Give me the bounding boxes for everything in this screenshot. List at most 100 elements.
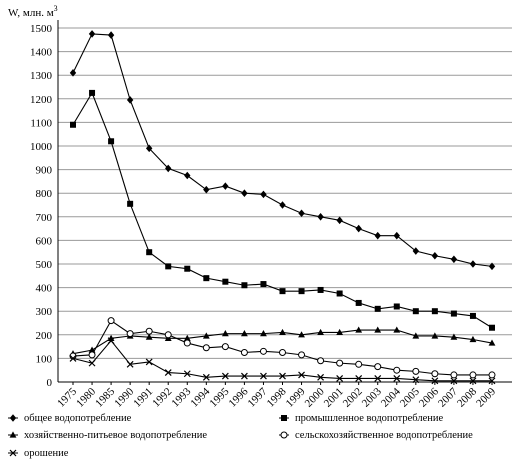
legend-label: промышленное водопотребление — [295, 413, 444, 424]
data-point-x — [393, 375, 401, 382]
data-point-diamond — [336, 216, 343, 225]
y-tick-label: 800 — [36, 188, 53, 200]
data-point-x — [126, 360, 134, 368]
data-point-x — [374, 375, 382, 382]
data-point-diamond — [279, 201, 286, 209]
data-point-x-stroke — [279, 372, 286, 380]
x-tick-label: 2003 — [360, 385, 384, 409]
data-point-x — [183, 370, 191, 378]
y-tick-label: 1100 — [30, 117, 52, 129]
y-axis-label-superscript: 3 — [54, 4, 58, 13]
data-point-diamond — [393, 231, 400, 240]
x-tick-label: 1999 — [284, 385, 308, 409]
y-tick-label: 1500 — [30, 23, 53, 35]
legend-label: сельскохозяйственное водопотребление — [295, 430, 473, 441]
x-tick-label: 1996 — [226, 385, 250, 409]
data-point-x — [450, 377, 458, 385]
data-point-diamond — [184, 171, 191, 180]
data-point-diamond — [203, 185, 210, 194]
x-tick-label: 1985 — [93, 385, 117, 409]
y-tick-label: 500 — [36, 259, 53, 271]
data-point-x-stroke — [164, 369, 172, 376]
x-tick-label: 1993 — [169, 385, 193, 409]
data-point-square — [393, 303, 400, 310]
data-point-square — [165, 263, 172, 270]
data-point-triangle — [355, 326, 363, 333]
series-5 — [69, 337, 496, 385]
data-point-square — [241, 282, 248, 289]
data-point-square — [146, 249, 153, 256]
data-point-triangle — [298, 331, 305, 338]
data-point-circle — [88, 351, 96, 359]
y-axis-label-text: W, млн. м — [8, 7, 54, 19]
legend-item: орошение — [8, 448, 69, 459]
data-point-circle — [355, 360, 363, 368]
gridlines — [58, 27, 512, 359]
data-point-x-stroke — [69, 354, 77, 362]
data-point-x — [488, 377, 496, 385]
data-point-diamond — [355, 224, 362, 233]
data-point-x — [240, 372, 248, 380]
data-point-circle — [202, 344, 210, 352]
data-point-square — [412, 308, 419, 315]
data-point-triangle — [145, 333, 153, 340]
data-point-triangle — [9, 431, 17, 438]
data-point-x — [412, 376, 420, 384]
data-point-circle — [164, 331, 172, 339]
data-point-square — [70, 121, 76, 128]
y-tick-label: 1000 — [30, 141, 53, 153]
series-line — [72, 339, 492, 382]
data-point-x — [164, 369, 172, 376]
data-point-triangle — [412, 332, 420, 339]
data-point-x-stroke — [298, 371, 305, 379]
data-point-x — [431, 377, 439, 385]
data-point-square — [89, 89, 96, 96]
data-point-x-stroke — [393, 375, 401, 382]
data-point-square — [374, 305, 381, 312]
data-point-triangle — [260, 330, 267, 337]
data-point-diamond — [145, 144, 153, 153]
data-point-diamond — [107, 31, 115, 39]
data-point-x — [88, 359, 96, 367]
data-point-circle — [145, 327, 153, 335]
data-point-diamond — [412, 247, 420, 255]
y-tick-label: 200 — [36, 330, 53, 342]
data-point-x-stroke — [355, 375, 363, 382]
data-point-triangle — [374, 326, 382, 333]
data-point-circle — [183, 339, 191, 347]
data-point-x-stroke — [202, 373, 210, 381]
x-axis-ticks: 1975198019851990199119921993199419951996… — [55, 382, 498, 410]
data-point-square — [317, 286, 324, 293]
data-point-x-stroke — [221, 372, 229, 380]
y-tick-label: 300 — [36, 306, 53, 318]
x-tick-label: 2001 — [322, 386, 346, 410]
data-point-square — [108, 138, 115, 145]
data-point-triangle — [469, 335, 477, 343]
legend-label: орошение — [24, 448, 69, 459]
y-tick-label: 900 — [36, 165, 53, 177]
data-point-diamond — [9, 414, 17, 422]
data-point-x-stroke — [88, 359, 96, 367]
data-point-triangle — [202, 332, 210, 339]
axes — [57, 20, 512, 383]
data-point-diamond — [260, 190, 267, 199]
data-point-diamond — [241, 189, 248, 197]
y-axis-label: W, млн. м3 — [8, 4, 58, 19]
data-point-x-stroke — [126, 360, 134, 368]
data-point-x-stroke — [9, 449, 17, 457]
data-point-diamond — [88, 30, 96, 38]
data-point-square — [260, 281, 267, 288]
data-point-circle — [488, 371, 496, 379]
data-point-x-stroke — [469, 377, 477, 385]
y-tick-label: 700 — [36, 212, 53, 224]
data-point-square — [127, 200, 134, 207]
data-point-square — [222, 278, 229, 285]
x-tick-label: 2006 — [417, 385, 441, 409]
series-2 — [70, 89, 495, 331]
data-point-triangle — [450, 333, 458, 340]
data-point-triangle — [279, 328, 286, 336]
data-point-circle — [221, 343, 229, 351]
y-tick-label: 1400 — [30, 47, 53, 59]
data-point-square — [489, 324, 495, 331]
data-point-x-stroke — [260, 372, 267, 380]
